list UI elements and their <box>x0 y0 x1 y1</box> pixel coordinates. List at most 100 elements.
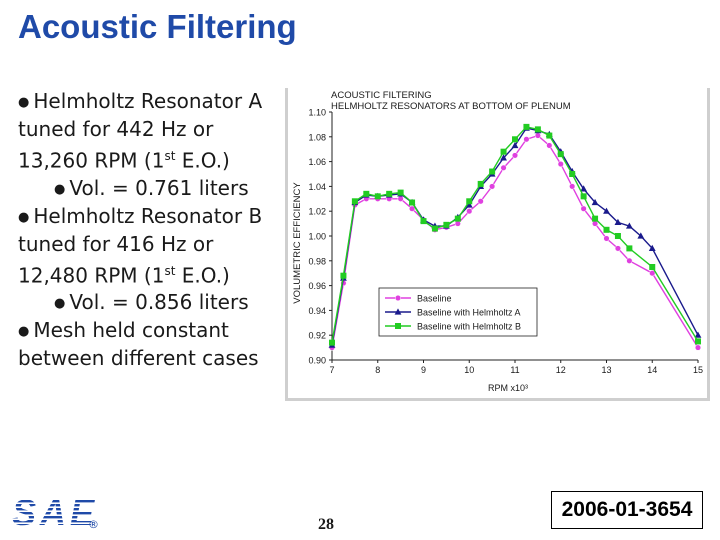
series-3-point <box>580 193 587 200</box>
series-2-point <box>591 198 599 206</box>
series-1-point <box>523 136 530 143</box>
x-tick-label: 15 <box>693 365 703 375</box>
bullet-list: ● Helmholtz Resonator A tuned for 442 Hz … <box>18 88 288 372</box>
legend-marker <box>395 323 401 329</box>
series-1-point <box>557 161 564 168</box>
series-1-point <box>409 205 416 212</box>
bullet-2-line-3: 12,480 RPM (1st E.O.) <box>18 263 230 288</box>
chart-title: ACOUSTIC FILTERING <box>331 90 432 101</box>
series-1-point <box>626 257 633 264</box>
y-tick-label: 0.92 <box>308 331 326 341</box>
series-2-point <box>694 331 702 338</box>
chart-subtitle: HELMHOLTZ RESONATORS AT BOTTOM OF PLENUM <box>331 101 571 112</box>
bullet-dot-icon: ● <box>54 296 66 312</box>
volumetric-efficiency-chart: ACOUSTIC FILTERING HELMHOLTZ RESONATORS … <box>292 90 703 393</box>
chart-legend: Baseline Baseline with Helmholtz A Baselin… <box>378 287 538 337</box>
series-1-point <box>569 183 576 190</box>
bullet-1-line-1: ● Helmholtz Resonator A <box>18 88 288 116</box>
legend-marker <box>394 308 402 315</box>
series-3 <box>329 123 701 346</box>
chart-panel: ACOUSTIC FILTERING HELMHOLTZ RESONATORS … <box>288 88 707 398</box>
series-3-point <box>466 198 473 205</box>
bullet-dot-icon: ● <box>18 324 30 340</box>
bullet-3-text: Mesh held constant <box>33 318 229 343</box>
y-tick-label: 0.94 <box>308 306 326 316</box>
legend-label: Baseline <box>417 294 452 304</box>
series-1-point <box>477 198 484 205</box>
series-3-point <box>420 218 427 225</box>
series-1-point <box>546 142 553 149</box>
series-1-point <box>489 183 496 190</box>
bullet-1-line-2: tuned for 442 Hz or <box>18 117 214 141</box>
series-1-point <box>500 164 507 171</box>
x-axis-label: RPM x10³ <box>488 383 528 393</box>
legend-label: Baseline with Helmholtz A <box>417 308 521 318</box>
chart-frame: ACOUSTIC FILTERING HELMHOLTZ RESONATORS … <box>285 88 710 401</box>
series-1-point <box>466 208 473 215</box>
bullet-2-line-2: tuned for 416 Hz or <box>18 231 214 256</box>
series-1-point <box>534 132 541 139</box>
bullet-1-text: Helmholtz Resonator A <box>33 89 263 113</box>
sae-logo-icon: SAE <box>12 492 95 533</box>
y-tick-label: 1.06 <box>308 157 326 167</box>
series-3-point <box>569 171 576 177</box>
y-axis-label: VOLUMETRIC EFFICIENCY <box>292 182 303 304</box>
sae-logo: SAE ® <box>12 492 102 536</box>
bullet-2-text: Helmholtz Resonator B <box>33 203 263 228</box>
series-2-point <box>637 232 645 239</box>
series-1-point <box>603 235 610 242</box>
series-3-point <box>374 193 381 200</box>
series-3-point <box>500 148 507 155</box>
sae-logo-text: SAE <box>12 492 95 532</box>
series-3-point <box>397 189 404 196</box>
bullet-3-line-1: ● Mesh held constant <box>18 317 288 345</box>
slide-title: Acoustic Filtering <box>18 8 297 45</box>
series-1-point <box>614 245 621 252</box>
x-tick-label: 10 <box>464 365 474 375</box>
x-tick-label: 14 <box>647 365 657 375</box>
series-3-point <box>409 199 416 206</box>
series-1-point <box>694 344 702 351</box>
series-3-point <box>431 225 438 232</box>
series-3-point <box>351 198 358 205</box>
series-3-point <box>557 151 564 158</box>
series-3-point <box>603 226 610 233</box>
legend-marker <box>394 294 402 302</box>
series-3-point <box>534 126 541 133</box>
y-tick-label: 1.10 <box>308 108 326 118</box>
series-2-point <box>625 222 633 229</box>
x-tick-label: 13 <box>601 365 611 375</box>
y-tick-label: 0.96 <box>308 281 326 291</box>
series-3-point <box>649 264 656 270</box>
chart-axes: 0.90 0.92 0.94 0.96 0.98 1.00 1.02 1.04 1.06 1.08… <box>308 108 703 376</box>
bullet-dot-icon: ● <box>18 209 30 225</box>
series-3-point <box>626 245 633 252</box>
y-tick-label: 0.98 <box>308 256 326 266</box>
bullet-1-sub: ● Vol. = 0.761 liters <box>54 175 249 200</box>
registered-mark: ® <box>88 518 99 531</box>
chart-plot-area <box>328 123 702 351</box>
series-3-point <box>512 136 518 143</box>
series-2-point <box>511 141 519 149</box>
document-id-box: 2006-01-3654 <box>551 491 703 529</box>
bullet-3-line-2: between different cases <box>18 346 259 371</box>
x-tick-label: 12 <box>556 365 566 375</box>
series-3-point <box>546 132 553 139</box>
bullet-dot-icon: ● <box>18 95 30 110</box>
bullet-2-sub: ● Vol. = 0.856 liters <box>54 290 249 315</box>
y-tick-label: 1.08 <box>308 132 326 142</box>
y-tick-label: 1.02 <box>308 207 326 217</box>
x-tick-label: 8 <box>375 365 380 375</box>
series-3-point <box>592 215 599 222</box>
series-3-point <box>477 180 484 187</box>
series-3-point <box>523 123 530 130</box>
series-1-point <box>649 270 656 277</box>
series-2-point <box>500 154 507 161</box>
series-2-point <box>465 201 473 208</box>
y-tick-label: 1.04 <box>308 182 326 192</box>
series-2-point <box>580 185 588 192</box>
series-2-point <box>614 218 622 225</box>
bullet-1-line-3: 13,260 RPM (1st E.O.) <box>18 148 230 173</box>
series-3-point <box>489 168 496 175</box>
page-number: 28 <box>318 516 334 533</box>
